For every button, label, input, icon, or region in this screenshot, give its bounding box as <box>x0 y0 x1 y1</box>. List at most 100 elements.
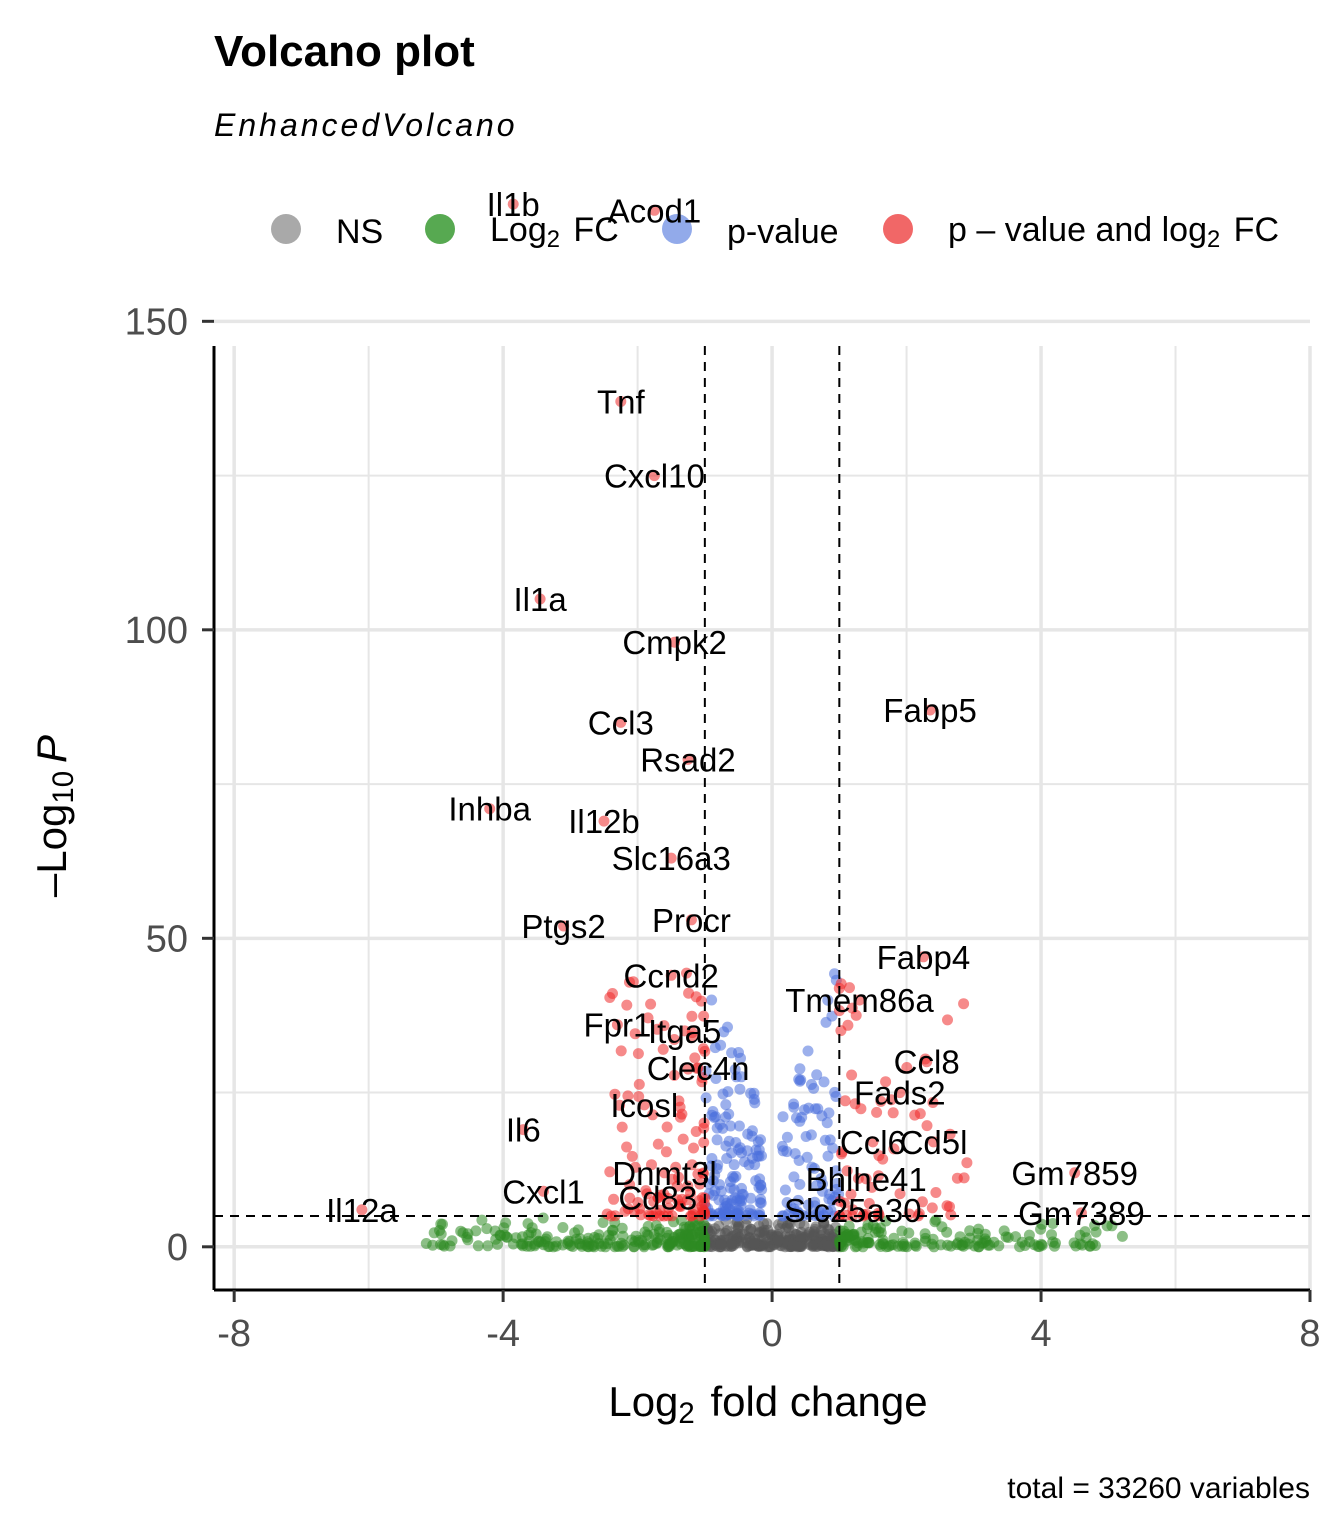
point-both <box>854 994 865 1006</box>
point-ns <box>715 1239 727 1250</box>
gene-label: Fpr1 <box>583 1007 651 1044</box>
point-both <box>604 1166 616 1178</box>
point-both <box>629 1161 641 1173</box>
point-p <box>736 1147 747 1159</box>
gene-label: Cd5l <box>900 1124 968 1161</box>
point-p <box>734 1083 746 1095</box>
point-both <box>689 1052 701 1064</box>
x-tick-label: -4 <box>486 1313 520 1355</box>
point-both <box>958 998 970 1010</box>
point-both <box>681 967 692 979</box>
point-p <box>792 1206 803 1217</box>
point-both <box>692 1062 704 1074</box>
point-p <box>714 1179 726 1191</box>
point-both <box>534 593 546 605</box>
gene-label: Cmpk2 <box>622 624 727 661</box>
point-p <box>802 1045 814 1057</box>
point-both <box>961 1157 973 1169</box>
point-both <box>629 1028 641 1040</box>
point-both <box>621 999 633 1011</box>
point-both <box>860 1173 872 1185</box>
point-fc <box>472 1240 484 1252</box>
point-both <box>942 1014 953 1026</box>
point-both <box>558 920 570 932</box>
point-both <box>604 992 616 1003</box>
point-both <box>866 1181 878 1193</box>
point-fc <box>602 1238 614 1249</box>
point-both <box>885 1094 897 1106</box>
point-p <box>801 1151 813 1163</box>
gene-label: Ccl8 <box>894 1044 960 1081</box>
point-fc <box>526 1222 538 1234</box>
point-fc <box>428 1227 440 1239</box>
point-p <box>803 1102 815 1114</box>
point-ns <box>810 1221 822 1233</box>
cutoff-lines <box>214 346 1310 1290</box>
point-both <box>615 396 627 407</box>
point-both <box>622 1090 634 1102</box>
point-fc <box>593 1238 605 1249</box>
point-both <box>660 1146 672 1158</box>
point-p <box>746 1152 758 1164</box>
point-ns <box>792 1241 804 1253</box>
point-both <box>688 1142 699 1154</box>
point-both <box>658 1020 670 1032</box>
point-both <box>665 969 677 981</box>
point-both <box>894 1188 906 1200</box>
point-p <box>718 1026 730 1038</box>
point-both <box>676 1108 688 1120</box>
point-fc <box>470 1225 482 1237</box>
gene-label: Procr <box>652 902 731 939</box>
point-fc <box>685 1241 697 1252</box>
point-p <box>794 1063 806 1075</box>
point-both <box>945 1209 957 1221</box>
gene-label: Ccl3 <box>588 704 654 741</box>
point-fc <box>888 1232 900 1244</box>
point-both <box>901 1062 913 1073</box>
point-p <box>822 1150 834 1162</box>
point-both <box>679 1025 691 1037</box>
point-both <box>652 1192 664 1203</box>
x-tick-label: 8 <box>1299 1313 1320 1355</box>
point-both <box>677 1133 689 1145</box>
point-p <box>716 1210 728 1221</box>
x-tick-label: 0 <box>762 1313 783 1355</box>
point-both <box>538 1185 549 1197</box>
point-fc <box>1087 1238 1099 1250</box>
point-both <box>873 1150 885 1162</box>
point-fc <box>998 1225 1010 1237</box>
gene-label: Fabp5 <box>883 692 977 729</box>
point-both <box>944 1128 956 1140</box>
point-both <box>609 1088 621 1100</box>
point-both <box>624 976 635 988</box>
point-both <box>648 470 660 482</box>
y-axis-title: –Log10P <box>28 735 80 897</box>
point-p <box>720 1140 732 1152</box>
point-fc <box>550 1240 562 1252</box>
gene-label: Tmem86a <box>785 982 934 1019</box>
point-p <box>794 1075 806 1087</box>
point-fc <box>852 1237 864 1249</box>
point-both <box>645 998 657 1010</box>
point-both <box>871 1106 883 1118</box>
point-fc <box>927 1233 939 1245</box>
point-both <box>847 1204 859 1216</box>
point-p <box>754 1197 766 1209</box>
point-fc <box>675 1228 687 1240</box>
point-fc <box>639 1239 651 1251</box>
point-p <box>728 1159 740 1171</box>
chart-title: Volcano plot <box>214 27 475 76</box>
point-p <box>711 1134 723 1146</box>
point-fc <box>972 1227 984 1239</box>
legend-label-p: p-value <box>727 213 839 251</box>
point-both <box>616 1121 628 1133</box>
point-both <box>641 1188 653 1200</box>
point-both <box>880 1076 892 1088</box>
x-tick-label: 4 <box>1030 1313 1051 1355</box>
gene-label: Cd83 <box>618 1180 697 1217</box>
gene-label: Il1a <box>513 581 567 618</box>
point-both <box>654 1210 666 1222</box>
point-p <box>706 994 718 1006</box>
x-axis-title: Log2 fold change <box>608 1378 927 1430</box>
point-p <box>744 1204 756 1216</box>
